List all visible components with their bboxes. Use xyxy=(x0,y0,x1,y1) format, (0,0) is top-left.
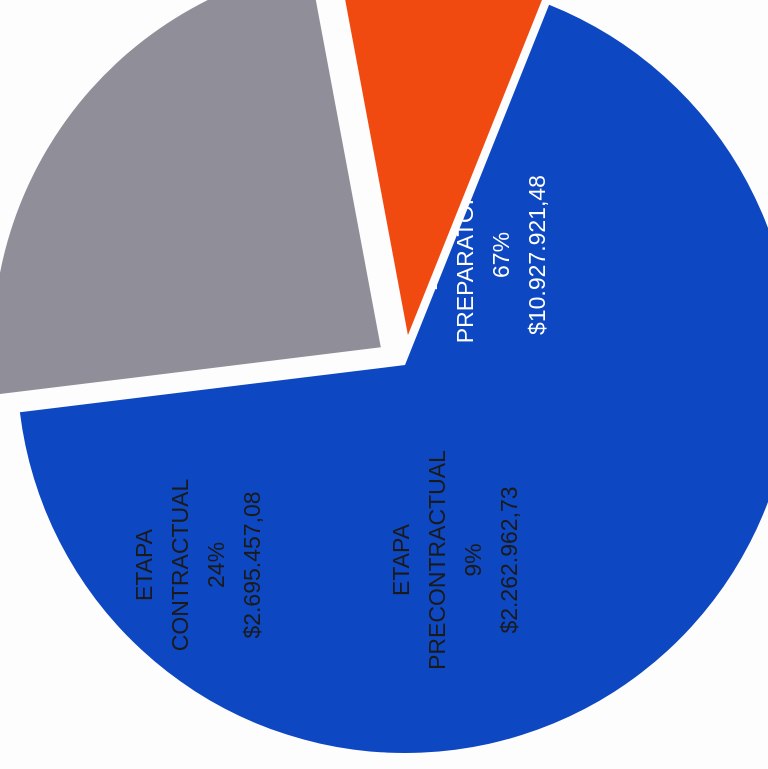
pie-slice xyxy=(0,0,381,395)
data-label: PRECONTRACTUAL xyxy=(424,450,450,670)
data-label: CONTRACTUAL xyxy=(167,479,193,652)
data-label: ETAPA xyxy=(388,523,414,596)
data-label: $10.927.921,48 xyxy=(524,175,550,335)
data-label: $2.695.457,08 xyxy=(239,491,265,638)
pie-slice xyxy=(19,4,768,753)
slice-label: ETAPA CONTRACTUAL 24% $2.695.457,08 xyxy=(131,479,265,652)
slice-label: ETAPA PRECONTRACTUAL 9% $2.262.962,73 xyxy=(388,450,522,670)
data-label: 9% xyxy=(460,543,486,576)
data-label: 67% xyxy=(488,232,514,278)
pie-slice xyxy=(345,0,542,336)
data-label: $2.262.962,73 xyxy=(496,486,522,633)
data-label: 24% xyxy=(203,542,229,588)
data-label: ETAPA xyxy=(131,528,157,601)
